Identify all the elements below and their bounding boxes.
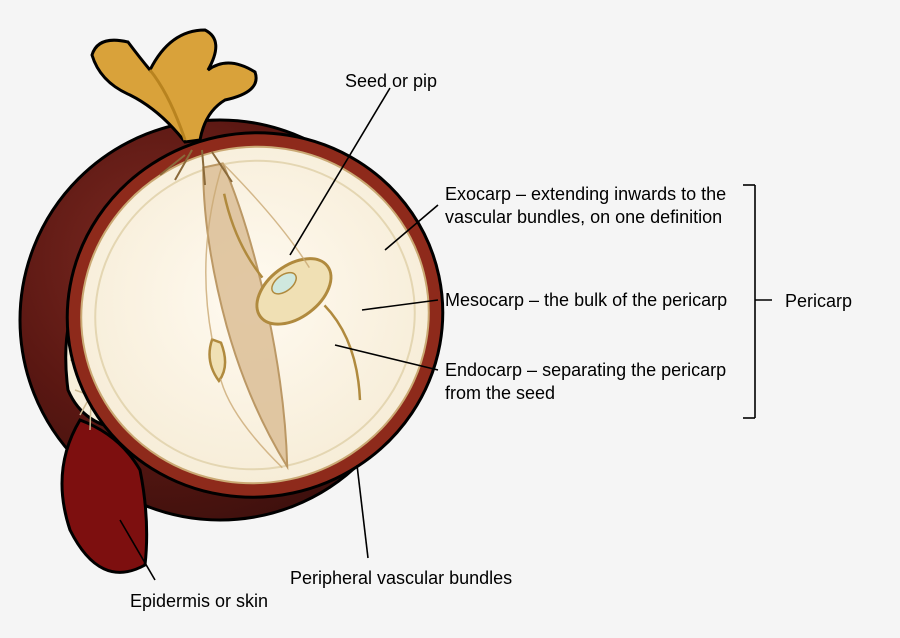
skin-peel <box>62 420 147 572</box>
mesh-patch <box>66 290 160 431</box>
label-endocarp: Endocarp – separating the pericarp from … <box>445 359 735 404</box>
mesh-lines <box>70 288 155 432</box>
pericarp-bracket <box>743 185 772 418</box>
leader-exocarp <box>385 205 438 250</box>
flesh-veins <box>177 150 349 476</box>
leader-epidermis <box>120 520 155 580</box>
leader-peripheral <box>357 465 368 558</box>
seed-main <box>223 174 367 419</box>
label-pericarp: Pericarp <box>785 290 885 313</box>
central-column <box>192 161 300 473</box>
stem <box>92 30 256 142</box>
berry-illustration <box>0 0 900 638</box>
label-peripheral: Peripheral vascular bundles <box>290 567 550 590</box>
leader-lines <box>120 88 438 580</box>
label-seed: Seed or pip <box>345 70 525 93</box>
label-mesocarp: Mesocarp – the bulk of the pericarp <box>445 289 735 312</box>
flesh <box>50 114 460 515</box>
seed-secondary <box>206 338 230 382</box>
leader-mesocarp <box>362 300 438 310</box>
stem-scar-lines <box>160 150 232 185</box>
pericarp-rim <box>33 98 476 532</box>
diagram-stage: Seed or pip Exocarp – extending inwards … <box>0 0 900 638</box>
label-exocarp: Exocarp – extending inwards to the vascu… <box>445 183 735 228</box>
leader-seed <box>290 88 390 255</box>
leader-endocarp <box>335 345 438 370</box>
exocarp-ring <box>66 131 443 499</box>
label-epidermis: Epidermis or skin <box>130 590 330 613</box>
cut-face-group <box>33 98 476 532</box>
outer-skin <box>20 120 420 520</box>
